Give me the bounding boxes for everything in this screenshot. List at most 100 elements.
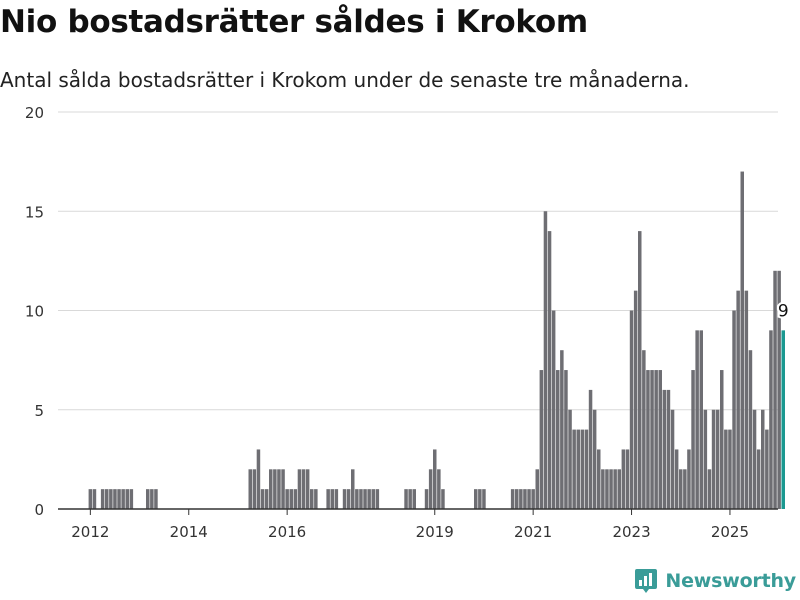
x-tick-label: 2012 (71, 523, 109, 541)
bar (621, 449, 626, 509)
bar (576, 429, 580, 509)
bar (699, 330, 703, 509)
bar (441, 489, 445, 509)
bar (564, 370, 568, 509)
bar (117, 489, 121, 509)
bar (285, 489, 289, 509)
bar (412, 489, 416, 509)
bar (662, 389, 667, 509)
bar (777, 270, 781, 509)
bar (519, 489, 523, 509)
brand-name: Newsworthy (665, 570, 796, 592)
bar (424, 489, 429, 509)
x-tick-label: 2016 (268, 523, 306, 541)
y-tick-label: 10 (25, 303, 44, 321)
bar (613, 469, 617, 509)
bar (428, 469, 433, 509)
bar (769, 330, 773, 509)
bar (105, 489, 109, 509)
bar (592, 409, 597, 509)
bar (437, 469, 441, 509)
bar (273, 469, 277, 509)
bar (547, 231, 552, 509)
bar (736, 290, 740, 509)
bar (92, 489, 97, 509)
bar (297, 469, 302, 509)
x-tick-label: 2023 (612, 523, 650, 541)
x-tick-label: 2025 (711, 523, 749, 541)
bar (691, 370, 695, 509)
bar (346, 489, 351, 509)
bar (539, 370, 544, 509)
newsworthy-logo-icon (635, 569, 658, 593)
bar (588, 389, 593, 509)
bar (510, 489, 515, 509)
bar (433, 449, 437, 509)
bar (744, 290, 749, 509)
bar (531, 489, 535, 509)
bar (305, 469, 310, 509)
chart-title: Nio bostadsrätter såldes i Krokom (0, 4, 588, 40)
bar (260, 489, 265, 509)
bar (367, 489, 371, 509)
bar (535, 469, 539, 509)
bar (765, 429, 769, 509)
bar (330, 489, 334, 509)
bar (248, 469, 252, 509)
bar (756, 449, 761, 509)
bar (617, 469, 621, 509)
bar (293, 489, 298, 509)
bar (674, 449, 679, 509)
bar (277, 469, 281, 509)
bar (707, 469, 712, 509)
bar (88, 489, 93, 509)
x-tick-label: 2019 (416, 523, 454, 541)
bar (715, 409, 720, 509)
bar (314, 489, 318, 509)
bar (703, 409, 708, 509)
bar (351, 469, 355, 509)
bar (113, 489, 117, 509)
highlight-bar (781, 330, 785, 509)
x-tick-label: 2014 (170, 523, 208, 541)
bar (761, 409, 765, 509)
bar (301, 469, 306, 509)
bar (150, 489, 154, 509)
bar (670, 409, 675, 509)
bar (609, 469, 613, 509)
bar (629, 310, 634, 509)
bar (720, 370, 724, 509)
data-label: 9 (778, 301, 789, 321)
bar (679, 469, 683, 509)
y-tick-label: 0 (34, 501, 44, 519)
bar (527, 489, 531, 509)
bar (326, 489, 330, 509)
bar (748, 350, 753, 509)
bar (310, 489, 314, 509)
brand-logo: Newsworthy (633, 568, 796, 594)
bar (478, 489, 482, 509)
bar (404, 489, 408, 509)
bar (773, 270, 777, 509)
bar (732, 310, 736, 509)
bar (355, 489, 359, 509)
bar (281, 469, 285, 509)
bar (695, 330, 699, 509)
bar (515, 489, 519, 509)
bar (666, 389, 671, 509)
bar (523, 489, 527, 509)
bar (375, 489, 380, 509)
bar (363, 489, 367, 509)
bar (650, 370, 654, 509)
bar (572, 429, 576, 509)
y-tick-label: 20 (25, 104, 44, 122)
bar (633, 290, 638, 509)
bar (154, 489, 158, 509)
bar (543, 211, 548, 509)
chart-subtitle: Antal sålda bostadsrätter i Krokom under… (0, 68, 690, 92)
bar (359, 489, 363, 509)
bar (482, 489, 486, 509)
bar (654, 370, 658, 509)
bar (334, 489, 339, 509)
